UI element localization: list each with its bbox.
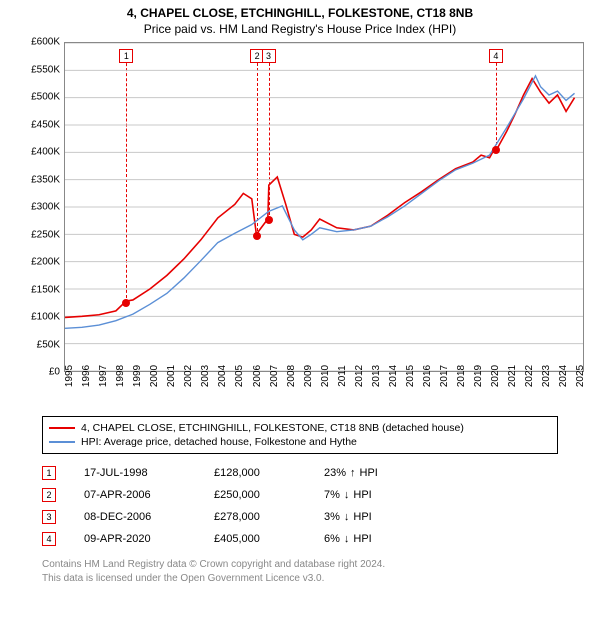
y-tick-label: £50K bbox=[37, 339, 60, 350]
callout-marker-2 bbox=[253, 232, 261, 240]
callout-box-1: 1 bbox=[119, 49, 133, 63]
legend-swatch bbox=[49, 427, 75, 429]
y-tick-label: £300K bbox=[31, 202, 60, 213]
callout-box-4: 4 bbox=[489, 49, 503, 63]
transaction-price: £128,000 bbox=[214, 467, 324, 479]
transaction-price: £405,000 bbox=[214, 533, 324, 545]
footnote-line-2: This data is licensed under the Open Gov… bbox=[42, 572, 558, 586]
transactions-table: 117-JUL-1998£128,00023%↑HPI207-APR-2006£… bbox=[42, 462, 558, 550]
callout-box-3: 3 bbox=[262, 49, 276, 63]
transaction-diff: 7% ↓HPI bbox=[324, 489, 414, 501]
y-tick-label: £350K bbox=[31, 174, 60, 185]
transaction-hpi-label: HPI bbox=[360, 467, 378, 479]
transaction-date: 08-DEC-2006 bbox=[84, 511, 214, 523]
transaction-diff-pct: 3% bbox=[324, 511, 340, 523]
plot-region: 1234 bbox=[64, 42, 584, 372]
transaction-date: 07-APR-2006 bbox=[84, 489, 214, 501]
transaction-row: 2 07-APR-2006£250,0007% ↓HPI bbox=[42, 484, 558, 506]
transaction-hpi-label: HPI bbox=[353, 511, 371, 523]
transaction-diff-pct: 23% bbox=[324, 467, 346, 479]
y-tick-label: £550K bbox=[31, 64, 60, 75]
transaction-diff: 23% ↑ HPI bbox=[324, 467, 414, 479]
transaction-num-box: 1 bbox=[42, 466, 56, 480]
y-tick-label: £100K bbox=[31, 312, 60, 323]
transaction-date: 17-JUL-1998 bbox=[84, 467, 214, 479]
chart-subtitle: Price paid vs. HM Land Registry's House … bbox=[0, 20, 600, 36]
y-tick-label: £450K bbox=[31, 119, 60, 130]
callout-marker-4 bbox=[492, 146, 500, 154]
callout-marker-3 bbox=[265, 216, 273, 224]
y-tick-label: £0 bbox=[49, 367, 60, 378]
chart-title-address: 4, CHAPEL CLOSE, ETCHINGHILL, FOLKESTONE… bbox=[0, 0, 600, 20]
y-tick-label: £400K bbox=[31, 147, 60, 158]
transaction-num-box: 4 bbox=[42, 532, 56, 546]
callout-marker-1 bbox=[122, 299, 130, 307]
chart-container: 4, CHAPEL CLOSE, ETCHINGHILL, FOLKESTONE… bbox=[0, 0, 600, 620]
y-tick-label: £200K bbox=[31, 257, 60, 268]
transaction-price: £250,000 bbox=[214, 489, 324, 501]
transaction-date: 09-APR-2020 bbox=[84, 533, 214, 545]
transaction-diff-pct: 6% bbox=[324, 533, 340, 545]
transaction-row: 4 09-APR-2020£405,0006% ↓HPI bbox=[42, 528, 558, 550]
transaction-hpi-label: HPI bbox=[353, 533, 371, 545]
arrow-down-icon: ↓ bbox=[344, 533, 350, 545]
footnote-line-1: Contains HM Land Registry data © Crown c… bbox=[42, 558, 558, 572]
y-tick-label: £250K bbox=[31, 229, 60, 240]
transaction-num-box: 3 bbox=[42, 510, 56, 524]
arrow-down-icon: ↓ bbox=[344, 511, 350, 523]
series-hpi bbox=[65, 76, 575, 329]
y-tick-label: £500K bbox=[31, 92, 60, 103]
line-series-svg bbox=[65, 43, 583, 371]
chart-area: 1234 £0£50K£100K£150K£200K£250K£300K£350… bbox=[32, 42, 592, 412]
transaction-row: 3 08-DEC-2006£278,0003% ↓HPI bbox=[42, 506, 558, 528]
arrow-down-icon: ↓ bbox=[344, 489, 350, 501]
transaction-diff: 3% ↓HPI bbox=[324, 511, 414, 523]
transaction-price: £278,000 bbox=[214, 511, 324, 523]
transaction-diff-pct: 7% bbox=[324, 489, 340, 501]
legend-label: HPI: Average price, detached house, Folk… bbox=[81, 436, 357, 448]
y-tick-label: £600K bbox=[31, 37, 60, 48]
transaction-row: 1 17-JUL-1998£128,00023% ↑ HPI bbox=[42, 462, 558, 484]
transaction-num-box: 2 bbox=[42, 488, 56, 502]
arrow-up-icon: ↑ bbox=[350, 467, 356, 479]
legend-item: HPI: Average price, detached house, Folk… bbox=[49, 435, 551, 449]
legend-swatch bbox=[49, 441, 75, 443]
legend-item: 4, CHAPEL CLOSE, ETCHINGHILL, FOLKESTONE… bbox=[49, 421, 551, 435]
legend-box: 4, CHAPEL CLOSE, ETCHINGHILL, FOLKESTONE… bbox=[42, 416, 558, 454]
footnote: Contains HM Land Registry data © Crown c… bbox=[42, 558, 558, 585]
legend-label: 4, CHAPEL CLOSE, ETCHINGHILL, FOLKESTONE… bbox=[81, 422, 464, 434]
transaction-diff: 6% ↓HPI bbox=[324, 533, 414, 545]
transaction-hpi-label: HPI bbox=[353, 489, 371, 501]
y-tick-label: £150K bbox=[31, 284, 60, 295]
series-property bbox=[65, 79, 575, 318]
